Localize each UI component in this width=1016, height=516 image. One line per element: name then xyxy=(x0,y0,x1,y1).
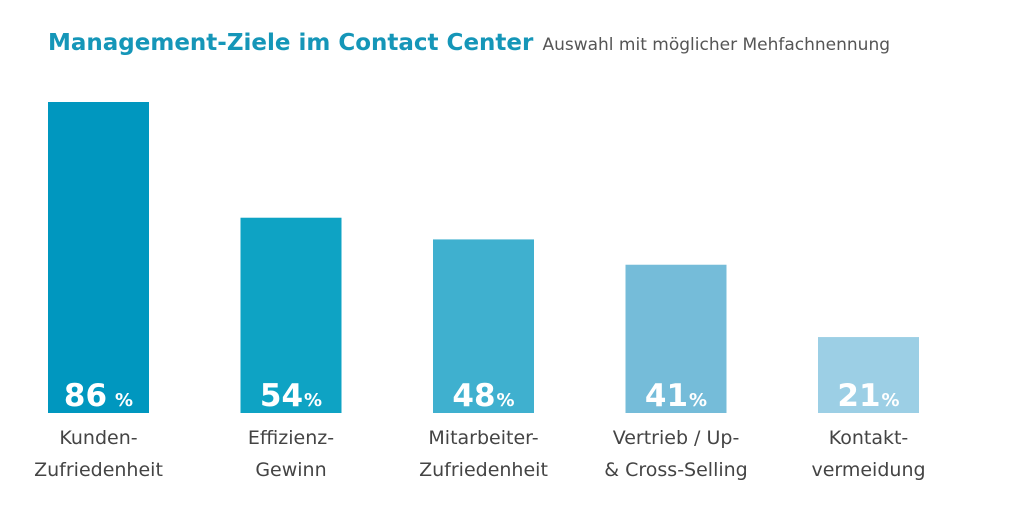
category-label-4-line-2: & Cross-Selling xyxy=(604,459,747,481)
bar-3 xyxy=(433,239,534,413)
bar-1 xyxy=(48,102,149,413)
category-label-3-line-1: Mitarbeiter- xyxy=(428,427,538,449)
bar-value-label-3: 48% xyxy=(452,378,514,414)
chart-subtitle: Auswahl mit möglicher Mehfachnennung xyxy=(542,35,891,55)
category-label-2-line-1: Effizienz- xyxy=(248,427,334,449)
category-label-1-line-1: Kunden- xyxy=(59,427,137,449)
category-label-1-line-2: Zufriedenheit xyxy=(34,459,163,481)
bar-5 xyxy=(818,337,919,413)
bar-value-label-2: 54% xyxy=(260,378,322,414)
category-label-4-line-1: Vertrieb / Up- xyxy=(613,427,740,449)
bar-value-label-1: 86% xyxy=(64,378,133,414)
category-label-5-line-2: vermeidung xyxy=(811,459,925,481)
chart-title: Management-Ziele im Contact Center xyxy=(48,30,534,56)
bar-value-label-4: 41% xyxy=(645,378,707,414)
category-label-2-line-2: Gewinn xyxy=(255,459,326,481)
category-label-5-line-1: Kontakt- xyxy=(829,427,909,449)
bar-value-label-5: 21% xyxy=(837,378,899,414)
category-label-3-line-2: Zufriedenheit xyxy=(419,459,548,481)
bar-4 xyxy=(625,264,727,413)
bar-2 xyxy=(240,217,342,413)
chart-title-row: Management-Ziele im Contact Center Auswa… xyxy=(48,30,890,56)
